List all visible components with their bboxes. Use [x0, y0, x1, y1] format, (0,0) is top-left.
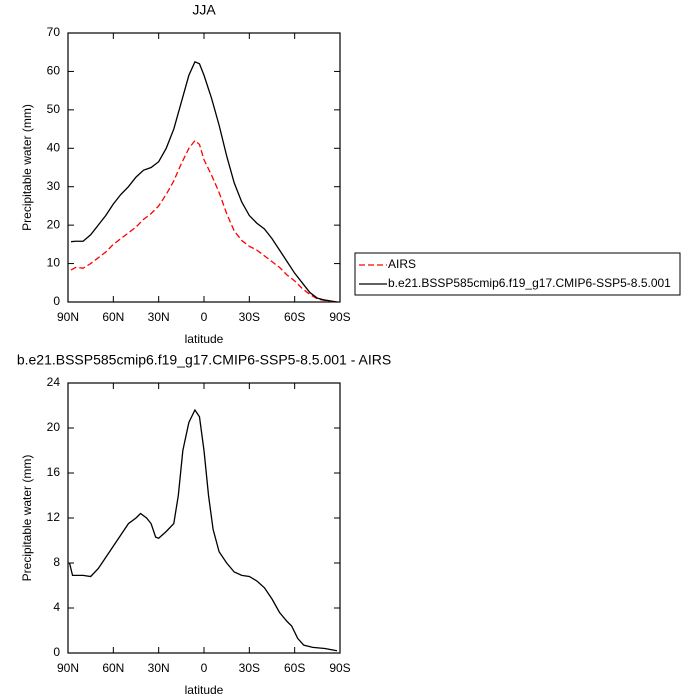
y-tick-label: 10: [47, 256, 61, 270]
y-tick-label: 12: [47, 510, 61, 524]
chart-title: JJA: [192, 2, 216, 18]
y-tick-label: 50: [47, 102, 61, 116]
x-tick-label: 90S: [329, 661, 350, 675]
data-line: [70, 60, 338, 303]
x-tick-label: 60S: [284, 310, 305, 324]
y-tick-label: 0: [53, 645, 60, 659]
x-tick-label: 90N: [57, 661, 79, 675]
data-line: [70, 139, 338, 303]
x-axis-label: latitude: [185, 332, 224, 346]
plot-frame: [67, 382, 341, 654]
y-axis-label: Precipitable water (mm): [20, 104, 34, 231]
legend-label: b.e21.BSSP585cmip6.f19_g17.CMIP6-SSP5-8.…: [388, 276, 671, 290]
x-tick-label: 30S: [239, 661, 260, 675]
legend-box: [354, 252, 681, 296]
x-tick-label: 0: [201, 310, 208, 324]
x-tick-label: 0: [201, 661, 208, 675]
y-axis-label: Precipitable water (mm): [20, 455, 34, 582]
y-tick-label: 20: [47, 420, 61, 434]
x-axis-label: latitude: [185, 683, 224, 697]
data-line: [68, 408, 338, 652]
x-tick-label: 30S: [239, 310, 260, 324]
x-tick-label: 60S: [284, 661, 305, 675]
y-tick-label: 60: [47, 64, 61, 78]
plot-frame: [67, 32, 341, 303]
x-tick-label: 60N: [102, 661, 124, 675]
legend-label: AIRS: [388, 257, 416, 271]
y-tick-label: 4: [53, 600, 60, 614]
x-tick-label: 90N: [57, 310, 79, 324]
x-tick-label: 60N: [102, 310, 124, 324]
y-tick-label: 20: [47, 217, 61, 231]
y-tick-label: 0: [53, 294, 60, 308]
y-tick-label: 30: [47, 179, 61, 193]
y-tick-label: 16: [47, 465, 61, 479]
x-tick-label: 90S: [329, 310, 350, 324]
x-tick-label: 30N: [148, 310, 170, 324]
y-tick-label: 8: [53, 555, 60, 569]
x-tick-label: 30N: [148, 661, 170, 675]
y-tick-label: 24: [47, 375, 61, 389]
y-tick-label: 40: [47, 140, 61, 154]
chart-title: b.e21.BSSP585cmip6.f19_g17.CMIP6-SSP5-8.…: [17, 352, 391, 368]
y-tick-label: 70: [47, 25, 61, 39]
